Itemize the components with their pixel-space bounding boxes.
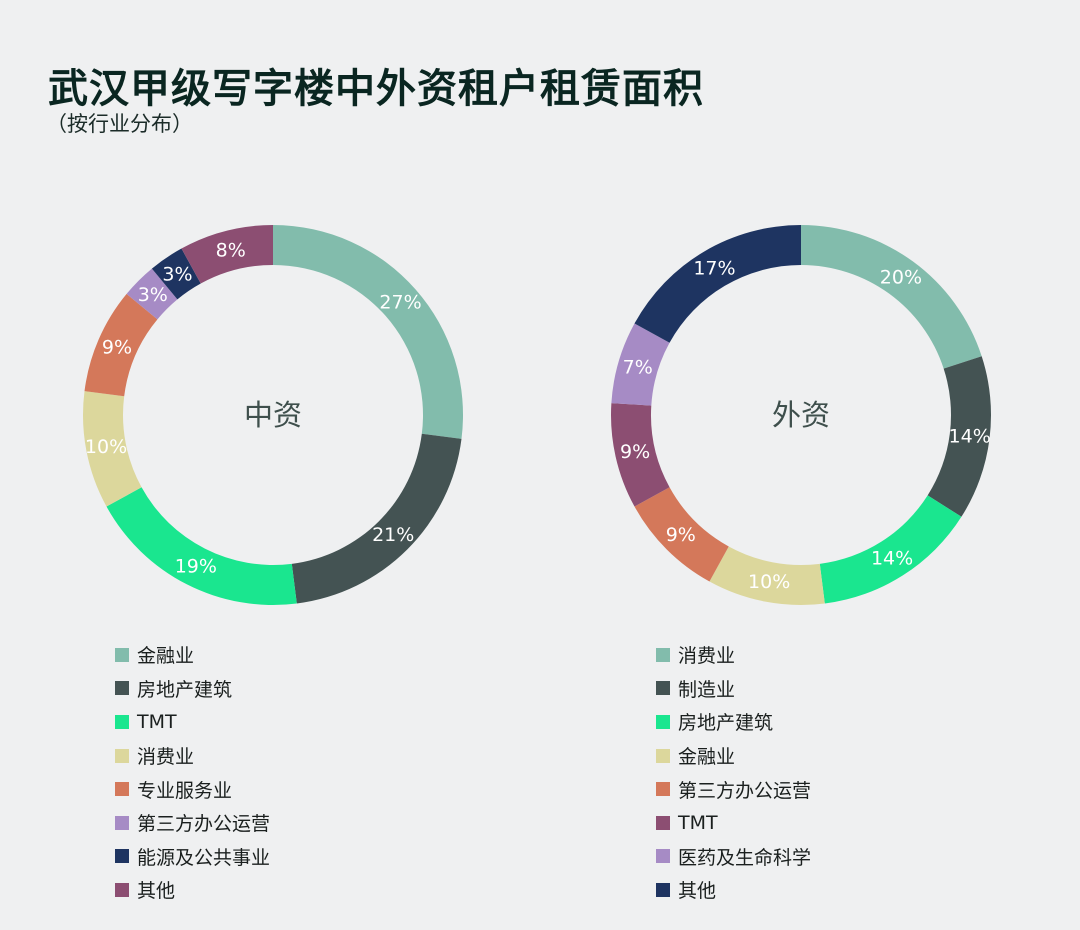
pie-slice — [84, 293, 158, 397]
legend-swatch — [115, 849, 129, 864]
legend-item: 医药及生命科学 — [656, 840, 811, 874]
pie-slice — [634, 487, 729, 582]
legend-swatch — [656, 849, 670, 864]
legend-item: 能源及公共事业 — [115, 840, 270, 874]
legend-item: TMT — [115, 705, 270, 739]
legend-item: 其他 — [115, 873, 270, 907]
chart-subtitle: （按行业分布） — [46, 112, 193, 136]
legend-domestic: 金融业房地产建筑 TMT 消费业专业服务业第三方办公运营 能源及公共事业 其他 — [115, 638, 270, 907]
legend-item: 金融业 — [115, 638, 270, 672]
donut-center-label: 中资 — [244, 398, 302, 432]
legend-item: 金融业 — [656, 739, 811, 773]
legend-label: 制造业 — [678, 678, 736, 701]
pie-slice — [83, 391, 142, 507]
legend-item: 消费业 — [115, 739, 270, 773]
legend-swatch — [115, 714, 129, 729]
legend-label: 房地产建筑 — [678, 712, 774, 735]
legend-label: TMT — [137, 710, 177, 733]
slice-data-label: 14% — [949, 425, 991, 447]
pie-slice — [611, 323, 670, 406]
legend-swatch — [115, 748, 129, 763]
legend-swatch — [656, 782, 670, 797]
slice-data-label: 17% — [693, 258, 735, 280]
legend-swatch — [656, 748, 670, 763]
legend-label: 医药及生命科学 — [678, 846, 812, 869]
pie-slice — [273, 225, 463, 439]
pie-slice — [801, 225, 982, 369]
legend-label: 能源及公共事业 — [137, 846, 271, 869]
slice-data-label: 9% — [620, 441, 650, 463]
slice-data-label: 9% — [666, 524, 696, 546]
legend-label: 消费业 — [137, 746, 195, 769]
slice-data-label: 3% — [162, 263, 192, 285]
legend-item: 房地产建筑 — [656, 705, 811, 739]
pie-slice — [291, 433, 462, 604]
legend-label: 其他 — [678, 880, 717, 903]
pie-slice — [634, 225, 801, 343]
legend-swatch — [115, 882, 129, 897]
donut-chart-domestic: 27% 21% 19% 10% 9% 3%3% 8% 中资 — [83, 225, 463, 605]
legend-label: 专业服务业 — [137, 779, 233, 802]
pie-slice — [126, 268, 178, 320]
legend-swatch — [115, 647, 129, 662]
legend-swatch — [115, 681, 129, 696]
pie-slice — [709, 546, 825, 605]
slice-data-label: 20% — [880, 266, 922, 288]
legend-label: 房地产建筑 — [137, 678, 233, 701]
donut-chart-foreign: 20% 14% 14% 10% 9% 9% 7% 17% 外资 — [611, 225, 991, 605]
legend-label: 消费业 — [678, 645, 736, 668]
pie-slice — [151, 248, 201, 300]
slice-data-label: 14% — [871, 548, 913, 570]
legend-label: 金融业 — [678, 746, 736, 769]
legend-item: 制造业 — [656, 672, 811, 706]
legend-item: 房地产建筑 — [115, 672, 270, 706]
legend-swatch — [656, 882, 670, 897]
pie-slice — [181, 225, 273, 284]
slice-data-label: 19% — [175, 555, 217, 577]
legend-item: 第三方办公运营 — [115, 806, 270, 840]
legend-label: 第三方办公运营 — [137, 813, 271, 836]
legend-item: 第三方办公运营 — [656, 772, 811, 806]
legend-swatch — [656, 815, 670, 830]
slice-data-label: 21% — [372, 524, 414, 546]
legend-item: 专业服务业 — [115, 772, 270, 806]
legend-label: 其他 — [137, 880, 176, 903]
legend-swatch — [656, 714, 670, 729]
slice-data-label: 3% — [138, 284, 168, 306]
slice-data-label: 10% — [85, 436, 127, 458]
legend-label: 第三方办公运营 — [678, 779, 812, 802]
legend-label: TMT — [678, 811, 718, 834]
slice-data-label: 10% — [748, 571, 790, 593]
slice-data-label: 9% — [102, 336, 132, 358]
pie-slice — [927, 356, 991, 517]
legend-swatch — [656, 647, 670, 662]
slice-data-label: 8% — [216, 239, 246, 261]
slice-data-label: 7% — [623, 357, 653, 379]
pie-slice — [819, 495, 962, 604]
pie-slice — [611, 403, 670, 507]
legend-swatch — [115, 782, 129, 797]
legend-item: TMT — [656, 806, 811, 840]
slice-data-label: 27% — [379, 292, 421, 314]
pie-slice — [106, 487, 297, 605]
chart-title: 武汉甲级写字楼中外资租户租赁面积 — [48, 66, 704, 112]
legend-item: 其他 — [656, 873, 811, 907]
legend-label: 金融业 — [137, 645, 195, 668]
legend-swatch — [115, 815, 129, 830]
legend-foreign: 消费业制造业房地产建筑金融业第三方办公运营 TMT 医药及生命科学 其他 — [656, 638, 811, 907]
donut-center-label: 外资 — [772, 398, 830, 432]
legend-swatch — [656, 681, 670, 696]
legend-item: 消费业 — [656, 638, 811, 672]
